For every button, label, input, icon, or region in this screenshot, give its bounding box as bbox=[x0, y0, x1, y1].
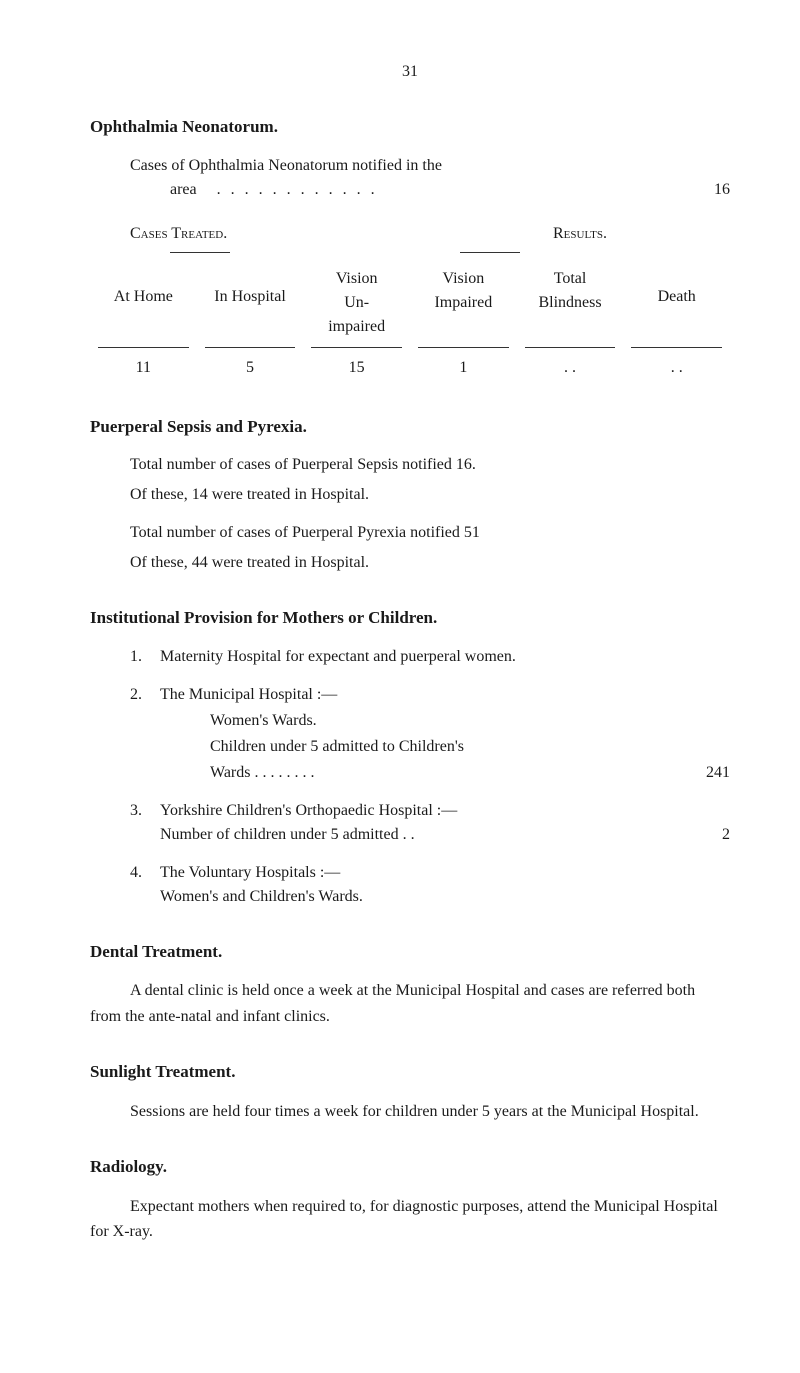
header-in-hospital: In Hospital bbox=[197, 263, 304, 343]
rule bbox=[205, 347, 296, 348]
header-total-blindness: Total Blindness bbox=[517, 263, 624, 343]
puerperal-line2: Of these, 14 were treated in Hospital. bbox=[90, 483, 730, 507]
rule bbox=[98, 347, 189, 348]
section-title-ophthalmia: Ophthalmia Neonatorum. bbox=[90, 114, 730, 140]
results-table: At Home In Hospital Vision Un- impaired … bbox=[90, 263, 730, 384]
col-label: Un- bbox=[303, 291, 410, 315]
item-number: 3. bbox=[130, 799, 160, 847]
item3-sub-value: 2 bbox=[680, 823, 730, 847]
cell-vision-impaired: 1 bbox=[410, 352, 517, 384]
item-number: 1. bbox=[130, 645, 160, 669]
page-number: 31 bbox=[90, 60, 730, 84]
header-vision-unimpaired: Vision Un- impaired bbox=[303, 263, 410, 343]
col-label: Blindness bbox=[517, 291, 624, 315]
section-title-radiology: Radiology. bbox=[90, 1154, 730, 1180]
cell-death: . . bbox=[623, 352, 730, 384]
section-title-sunlight: Sunlight Treatment. bbox=[90, 1059, 730, 1085]
results-header: Results. bbox=[430, 222, 730, 246]
section-title-puerperal: Puerperal Sepsis and Pyrexia. bbox=[90, 414, 730, 440]
col-label: In Hospital bbox=[197, 285, 304, 309]
rule-row bbox=[90, 347, 730, 348]
table-data-row: 11 5 15 1 . . . . bbox=[90, 352, 730, 384]
col-label: Impaired bbox=[410, 291, 517, 315]
col-label: Total bbox=[517, 267, 624, 291]
list-item: 2. The Municipal Hospital :— Women's War… bbox=[90, 683, 730, 785]
section-title-institutional: Institutional Provision for Mothers or C… bbox=[90, 605, 730, 631]
item-number: 4. bbox=[130, 861, 160, 909]
puerperal-line3: Total number of cases of Puerperal Pyrex… bbox=[90, 521, 730, 545]
cell-total-blindness: . . bbox=[517, 352, 624, 384]
cases-dots: . . . . . . . . . . . . bbox=[217, 178, 670, 202]
item2-wards-label: Wards . . . . . . . . bbox=[210, 761, 680, 785]
col-label: At Home bbox=[90, 285, 197, 309]
item4-sub1: Women's and Children's Wards. bbox=[160, 885, 730, 909]
item-number: 2. bbox=[130, 683, 160, 785]
item2-sub2: Children under 5 admitted to Children's bbox=[160, 735, 730, 759]
puerperal-line4: Of these, 44 were treated in Hospital. bbox=[90, 551, 730, 575]
cell-vision-unimpaired: 15 bbox=[303, 352, 410, 384]
col-label: impaired bbox=[303, 315, 410, 339]
cases-treated-header: Cases Treated. bbox=[90, 222, 430, 246]
item3-text: Yorkshire Children's Orthopaedic Hospita… bbox=[160, 799, 730, 823]
header-death: Death bbox=[623, 263, 730, 343]
cell-in-hospital: 5 bbox=[197, 352, 304, 384]
item2-sub1: Women's Wards. bbox=[160, 709, 730, 733]
item2-text: The Municipal Hospital :— bbox=[160, 683, 730, 707]
sunlight-text: Sessions are held four times a week for … bbox=[90, 1099, 730, 1125]
cases-notified-text: Cases of Ophthalmia Neonatorum notified … bbox=[130, 154, 730, 178]
col-label: Vision bbox=[410, 267, 517, 291]
col-label: Death bbox=[623, 285, 730, 309]
table-header-row: At Home In Hospital Vision Un- impaired … bbox=[90, 263, 730, 343]
cell-at-home: 11 bbox=[90, 352, 197, 384]
rule bbox=[418, 347, 509, 348]
rule bbox=[460, 252, 520, 253]
dental-text: A dental clinic is held once a week at t… bbox=[90, 978, 730, 1029]
puerperal-line1: Total number of cases of Puerperal Sepsi… bbox=[90, 453, 730, 477]
item4-text: The Voluntary Hospitals :— bbox=[160, 861, 730, 885]
cases-notified-value: 16 bbox=[670, 178, 730, 202]
header-vision-impaired: Vision Impaired bbox=[410, 263, 517, 343]
rule bbox=[525, 347, 616, 348]
rule bbox=[311, 347, 402, 348]
cases-area-label: area bbox=[130, 178, 217, 202]
list-item: 1. Maternity Hospital for expectant and … bbox=[90, 645, 730, 669]
item2-wards-value: 241 bbox=[680, 761, 730, 785]
header-at-home: At Home bbox=[90, 263, 197, 343]
col-label: Vision bbox=[303, 267, 410, 291]
radiology-text: Expectant mothers when required to, for … bbox=[90, 1194, 730, 1245]
list-item: 3. Yorkshire Children's Orthopaedic Hosp… bbox=[90, 799, 730, 847]
rule bbox=[170, 252, 230, 253]
item1-text: Maternity Hospital for expectant and pue… bbox=[160, 645, 730, 669]
list-item: 4. The Voluntary Hospitals :— Women's an… bbox=[90, 861, 730, 909]
section-title-dental: Dental Treatment. bbox=[90, 939, 730, 965]
item3-sub-label: Number of children under 5 admitted . . bbox=[160, 823, 680, 847]
rule bbox=[631, 347, 722, 348]
